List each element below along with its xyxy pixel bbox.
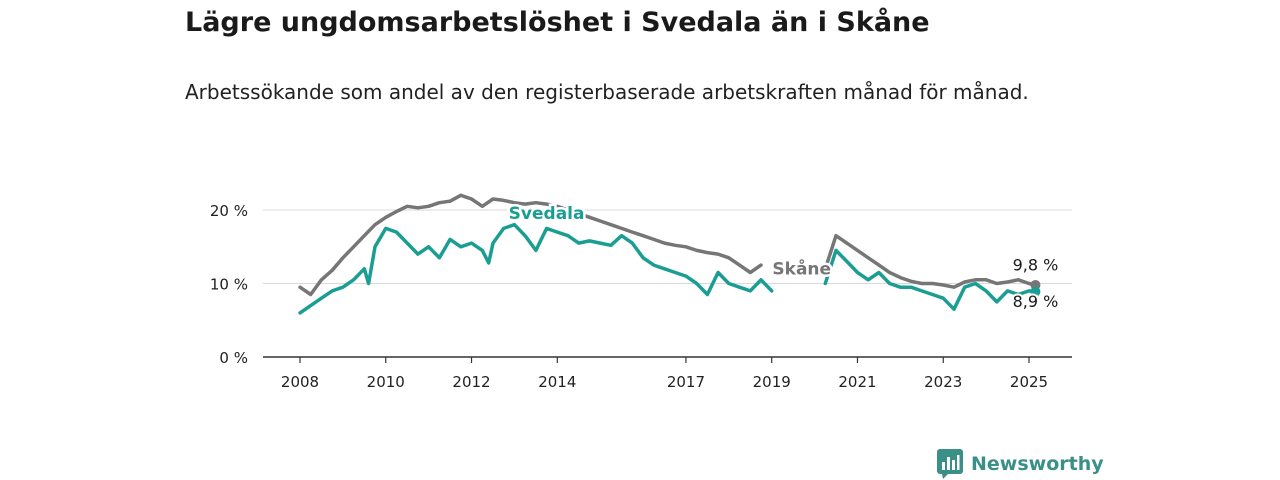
y-tick-label: 0 % <box>219 349 248 367</box>
x-tick-label: 2008 <box>281 373 319 391</box>
x-tick-label: 2014 <box>538 373 576 391</box>
chart-title: Lägre ungdomsarbetslöshet i Svedala än i… <box>185 7 930 38</box>
series-end-point <box>1030 286 1041 297</box>
x-tick-label: 2023 <box>924 373 962 391</box>
series-line-svedala <box>298 222 1038 315</box>
end-value-label: 8,9 % <box>1013 292 1059 311</box>
series-label: Svedala <box>509 204 585 224</box>
x-tick-label: 2017 <box>667 373 705 391</box>
brand-logo: Newsworthy <box>937 449 1104 479</box>
x-tick-label: 2019 <box>753 373 791 391</box>
series-label: Skåne <box>772 258 831 280</box>
x-tick-label: 2010 <box>367 373 405 391</box>
chart-subtitle: Arbetssökande som andel av den registerb… <box>185 80 1029 104</box>
brand-name: Newsworthy <box>971 453 1104 475</box>
x-tick-label: 2012 <box>452 373 490 391</box>
series-line-skne <box>298 193 1038 297</box>
newsworthy-logo-icon <box>937 449 963 479</box>
x-tick-label: 2021 <box>838 373 876 391</box>
y-tick-label: 10 % <box>210 276 248 294</box>
x-tick-label: 2025 <box>1010 373 1048 391</box>
y-tick-label: 20 % <box>210 202 248 220</box>
end-value-label: 9,8 % <box>1013 255 1059 274</box>
